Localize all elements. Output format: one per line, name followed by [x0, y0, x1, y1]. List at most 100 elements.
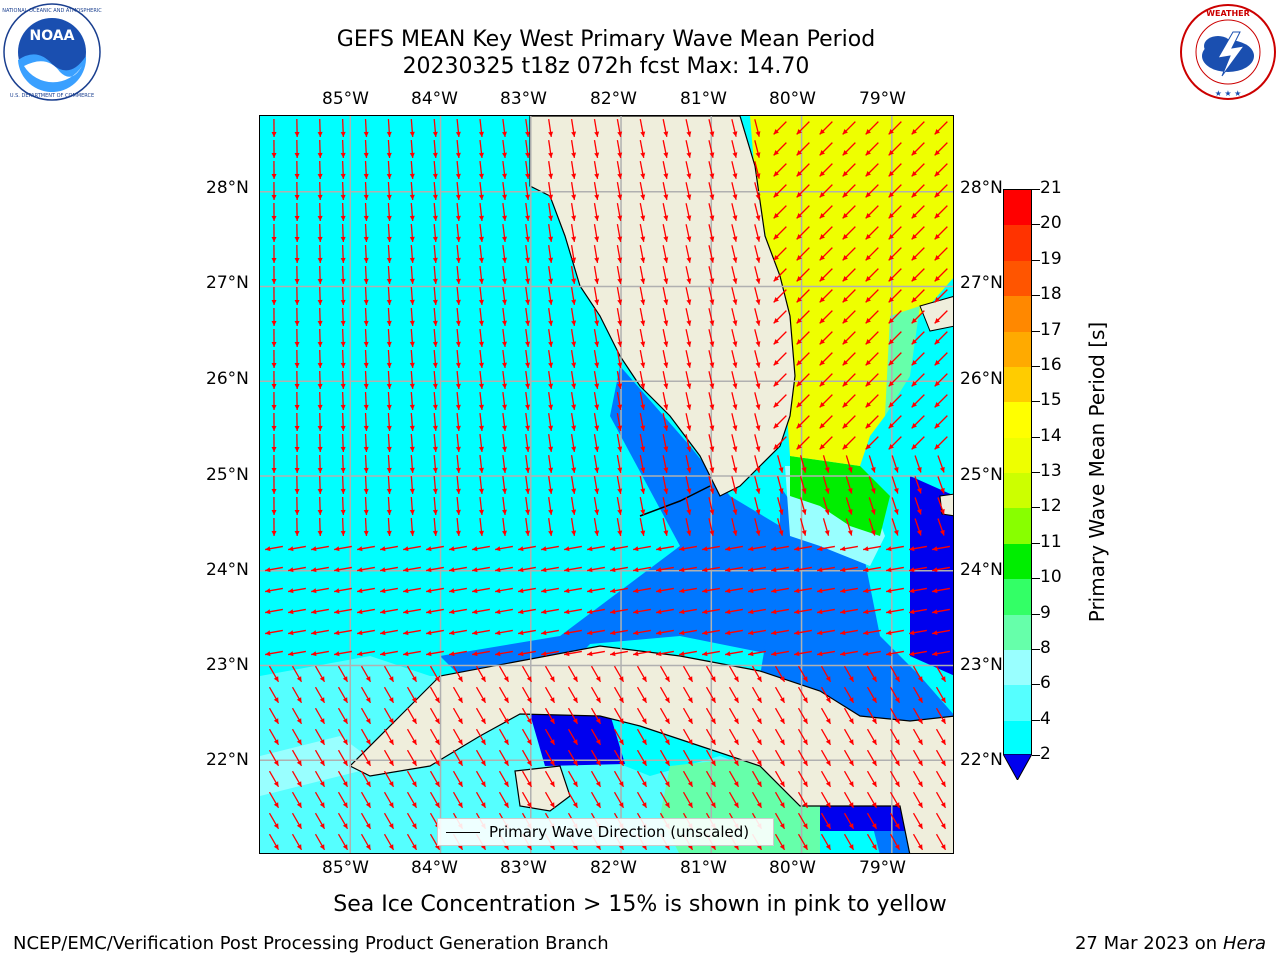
- lat-label-left: 28°N: [206, 178, 249, 198]
- wave-arrow-head: [432, 299, 438, 305]
- wave-arrow-head: [502, 425, 507, 431]
- wave-arrow-head: [732, 530, 738, 536]
- wave-arrow-head: [502, 467, 507, 473]
- wave-arrow-head: [709, 236, 715, 242]
- wave-arrow-head: [526, 718, 532, 724]
- wave-arrow-head: [686, 425, 692, 431]
- wave-arrow-head: [934, 234, 940, 240]
- wave-arrow-head: [594, 215, 600, 221]
- wave-arrow-head: [848, 802, 854, 808]
- wave-arrow-head: [409, 152, 415, 158]
- wave-arrow-head: [917, 760, 923, 766]
- wave-arrow-head: [794, 546, 800, 552]
- wave-arrow-head: [455, 257, 461, 263]
- wave-arrow-head: [432, 215, 438, 221]
- wave-arrow-head: [363, 194, 369, 200]
- wave-arrow-head: [801, 509, 807, 515]
- wave-arrow-head: [709, 383, 715, 389]
- wave-arrow-head: [273, 697, 279, 703]
- wave-arrow-head: [709, 341, 715, 347]
- wave-arrow-head: [819, 444, 825, 450]
- wave-arrow-head: [273, 760, 279, 766]
- wave-arrow-head: [502, 446, 507, 452]
- wave-arrow-head: [796, 318, 802, 324]
- wave-arrow-head: [932, 609, 938, 615]
- wave-arrow-head: [296, 823, 302, 829]
- wave-arrow-head: [778, 488, 784, 494]
- wave-arrow-head: [340, 320, 346, 326]
- wave-arrow-head: [755, 467, 761, 473]
- wave-arrow-head: [656, 609, 662, 615]
- wave-arrow-head: [365, 781, 371, 787]
- wave-arrow-head: [594, 299, 600, 305]
- wave-arrow-head: [478, 152, 484, 158]
- wave-arrow-head: [549, 760, 555, 766]
- wave-arrow-head: [340, 425, 346, 431]
- wave-arrow-head: [571, 173, 577, 179]
- wave-arrow-head: [273, 844, 279, 850]
- wave-arrow-head: [342, 739, 348, 745]
- wave-arrow-head: [817, 651, 823, 657]
- wave-arrow-head: [403, 609, 409, 615]
- wave-arrow-head: [478, 509, 484, 515]
- wave-arrow-head: [571, 194, 577, 200]
- wave-arrow-head: [640, 320, 646, 326]
- colorbar-tick-mark: [1032, 542, 1040, 544]
- lat-label-right: 24°N: [960, 560, 1003, 580]
- wave-arrow-head: [409, 236, 415, 242]
- wave-arrow-head: [571, 215, 577, 221]
- wave-arrow-head: [571, 488, 577, 494]
- wave-arrow-head: [525, 152, 531, 158]
- wave-arrow-head: [548, 488, 554, 494]
- wave-arrow-head: [265, 651, 271, 657]
- wave-arrow-head: [434, 781, 440, 787]
- wave-arrow-head: [640, 194, 646, 200]
- wave-arrow-head: [502, 383, 507, 389]
- wave-arrow-head: [294, 215, 300, 221]
- wave-arrow-head: [271, 425, 277, 431]
- wave-arrow-head: [455, 530, 461, 536]
- wave-arrow-head: [386, 488, 392, 494]
- wave-arrow-head: [594, 362, 600, 368]
- wave-arrow-head: [940, 718, 946, 724]
- wave-arrow-head: [640, 299, 646, 305]
- wave-arrow-head: [871, 844, 877, 850]
- wave-arrow-head: [525, 215, 531, 221]
- wave-arrow-head: [572, 760, 578, 766]
- wave-arrow-head: [686, 257, 692, 263]
- wave-arrow-head: [825, 718, 831, 724]
- wave-arrow-head: [888, 192, 894, 198]
- wave-arrow-head: [663, 278, 669, 284]
- wave-arrow-head: [311, 546, 317, 552]
- wave-arrow-head: [934, 381, 940, 387]
- footer-date-text: 27 Mar 2023 on: [1074, 933, 1218, 954]
- colorbar-tick-mark: [1032, 189, 1040, 190]
- wave-arrow-head: [409, 488, 415, 494]
- wave-arrow-head: [595, 802, 601, 808]
- wave-arrow-head: [271, 488, 277, 494]
- colorbar-segment: [1004, 543, 1031, 580]
- wave-arrow-head: [656, 546, 662, 552]
- wave-arrow-head: [732, 257, 738, 263]
- wave-arrow-head: [526, 760, 532, 766]
- wave-arrow-head: [409, 425, 415, 431]
- colorbar-tick-label: 10: [1040, 567, 1062, 588]
- wave-arrow-head: [271, 257, 277, 263]
- wave-arrow-head: [617, 362, 623, 368]
- wave-arrow-head: [455, 467, 461, 473]
- wave-arrow-head: [342, 676, 348, 682]
- wave-arrow-head: [802, 697, 808, 703]
- wave-arrow-head: [455, 425, 461, 431]
- wave-arrow-head: [641, 718, 647, 724]
- wave-arrow-head: [911, 297, 917, 303]
- wave-arrow-head: [340, 173, 346, 179]
- wave-arrow-head: [548, 236, 554, 242]
- wave-arrow-head: [633, 609, 639, 615]
- wave-arrow-head: [825, 697, 831, 703]
- wave-arrow-head: [796, 192, 802, 198]
- wave-arrow-head: [317, 404, 323, 410]
- wave-arrow-head: [340, 299, 346, 305]
- lon-label-top: 80°W: [769, 89, 816, 109]
- wave-arrow-head: [571, 509, 577, 515]
- wave-arrow-head: [663, 320, 669, 326]
